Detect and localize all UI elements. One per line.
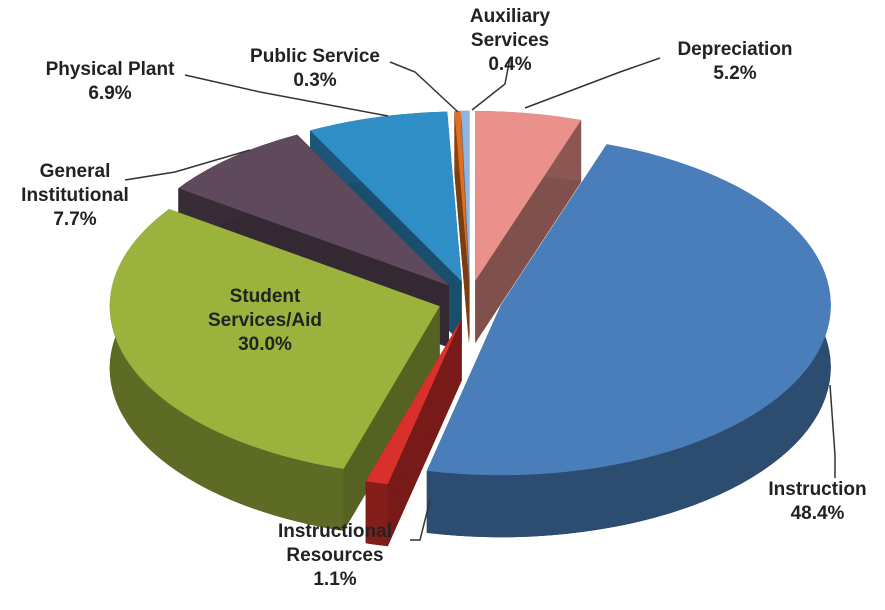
slice — [475, 111, 582, 282]
category-label: General Institutional — [21, 161, 129, 206]
leader-line — [124, 149, 251, 181]
category-label: Student Services/Aid — [207, 286, 323, 331]
leader-line — [471, 57, 511, 111]
value-label: 5.2% — [713, 63, 757, 84]
slice-face — [343, 306, 440, 531]
value-label: 1.1% — [313, 569, 357, 590]
slice-side — [365, 481, 388, 547]
slice-label: Auxiliary Services 0.4% — [440, 5, 580, 77]
value-label: 30.0% — [238, 334, 292, 355]
leader-line — [184, 74, 389, 117]
slice-label: Depreciation 5.2% — [670, 38, 800, 86]
value-label: 7.7% — [53, 209, 97, 230]
slice-label: General Institutional 7.7% — [5, 160, 145, 232]
value-label: 6.9% — [88, 83, 132, 104]
slice-label: Instructional Resources 1.1% — [255, 520, 415, 592]
value-label: 0.4% — [488, 54, 532, 75]
slice-label: Instruction 48.4% — [750, 478, 885, 526]
slice-label: Public Service 0.3% — [235, 45, 395, 93]
slice — [426, 144, 831, 476]
slice — [310, 111, 462, 282]
leader-line — [389, 61, 459, 113]
slice — [109, 208, 440, 469]
slice — [454, 110, 469, 281]
category-label: Instruction — [768, 479, 867, 500]
slice-label: Student Services/Aid 30.0% — [180, 285, 350, 357]
category-label: Public Service — [250, 46, 380, 67]
category-label: Physical Plant — [45, 59, 175, 80]
slice-label: Physical Plant 6.9% — [30, 58, 190, 106]
leader-line — [829, 384, 836, 478]
slice-face — [365, 318, 462, 544]
slice-side — [109, 208, 344, 531]
slice — [461, 110, 470, 281]
value-label: 48.4% — [790, 503, 845, 524]
category-label: Auxiliary Services — [469, 6, 551, 51]
value-label: 0.3% — [293, 70, 337, 91]
slice — [365, 318, 462, 485]
leader-line — [524, 57, 661, 109]
slice — [178, 134, 449, 286]
leader-line — [410, 499, 431, 541]
category-label: Instructional Resources — [277, 521, 392, 566]
category-label: Depreciation — [677, 39, 793, 60]
